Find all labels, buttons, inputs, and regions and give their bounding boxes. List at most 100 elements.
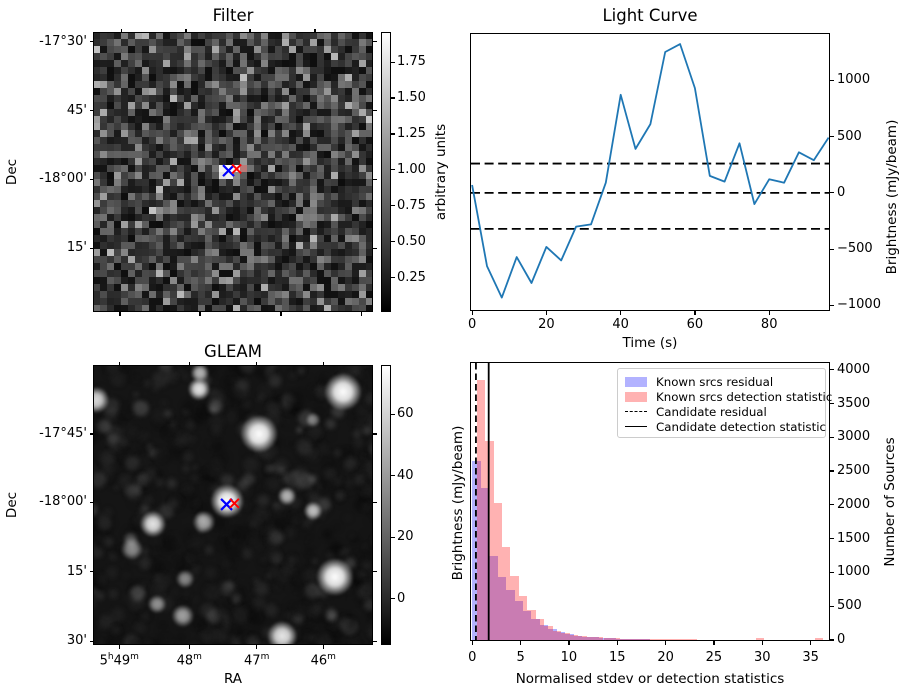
histogram-xtick <box>616 641 618 645</box>
hist-bar-detection <box>654 638 663 640</box>
tick-mark <box>361 312 363 316</box>
hist-bar-residual <box>514 601 523 640</box>
legend-label: Known srcs residual <box>656 374 774 389</box>
filter-dec-tick-label: -18°00' <box>39 171 87 187</box>
light-curve-ytick <box>830 248 834 250</box>
hist-bar-detection <box>603 637 612 640</box>
hist-bar-detection <box>476 379 486 640</box>
tick-mark <box>256 645 258 649</box>
filter-axes-frame <box>93 32 373 312</box>
light-curve-ytick <box>830 192 834 194</box>
histogram-ytick <box>830 402 834 405</box>
light-curve-xtick <box>545 311 547 315</box>
legend-swatch-patch-pink <box>625 391 647 402</box>
gleam-ra-tick-label: 46m <box>310 652 336 669</box>
tick-mark <box>322 645 324 649</box>
histogram-xtick-label: 10 <box>560 650 578 665</box>
histogram-ytick <box>830 605 834 607</box>
histogram-ytick <box>830 470 834 472</box>
histogram-xtick <box>713 641 715 645</box>
light-curve-ytick-label: −500 <box>837 241 873 257</box>
hist-bar-detection <box>493 503 502 640</box>
hist-bar-detection <box>527 609 536 640</box>
hist-bar-detection <box>544 626 553 640</box>
filter-colorbar-tick-label: 1.50 <box>397 90 426 106</box>
gleam-ra-tick-label: 47m <box>244 652 270 669</box>
filter-colorbar-tick-label: 1.75 <box>397 54 426 70</box>
gleam-colorbar-tick-label: 20 <box>397 529 414 545</box>
light-curve-xtick-label: 0 <box>467 317 477 332</box>
tick-mark <box>118 645 120 649</box>
hist-bar-detection <box>688 639 697 640</box>
histogram-ytick <box>830 639 834 641</box>
gleam-ylabel: Dec <box>4 491 20 519</box>
legend-label: Candidate residual <box>656 404 767 419</box>
hist-bar-detection <box>561 633 570 640</box>
tick-mark <box>322 361 324 365</box>
hist-bar-residual <box>632 639 642 640</box>
light-curve-xtick-label: 20 <box>538 317 555 332</box>
hist-bar-residual <box>548 629 557 640</box>
histogram-bars-area <box>471 363 829 640</box>
gleam-dec-tick-label: -18°00' <box>39 494 87 510</box>
histogram-xtick <box>568 641 570 645</box>
tick-mark <box>188 645 190 649</box>
legend-swatch-solid-line <box>625 426 647 427</box>
tick-mark <box>373 247 377 249</box>
histogram-ytick-label: 2000 <box>837 496 871 512</box>
gleam-dec-tick-label: -17°45' <box>39 426 87 441</box>
histogram-xtick <box>810 641 812 645</box>
hist-bar-residual <box>624 638 633 640</box>
filter-colorbar-tick <box>391 241 395 243</box>
hist-bar-residual <box>616 638 625 640</box>
light-curve-xtick <box>620 311 622 315</box>
histogram-xlabel: Normalised stdev or detection statistics <box>515 671 785 687</box>
gleam-dec-tick-label: 15' <box>66 563 87 579</box>
light-curve-ytick <box>830 79 834 81</box>
filter-colorbar <box>381 32 391 312</box>
legend-swatch-dashed-line <box>625 411 647 412</box>
light-curve-title: Light Curve <box>602 6 698 25</box>
tick-mark <box>373 110 377 112</box>
gleam-colorbar <box>381 365 391 645</box>
filter-colorbar-tick-label: 0.50 <box>397 233 426 249</box>
filter-dec-tick-label: -17°30' <box>39 33 87 49</box>
gleam-ra-tick-label: 48m <box>176 652 202 669</box>
hist-bar-residual <box>641 639 650 640</box>
legend-label: Candidate detection statistic <box>656 419 826 434</box>
filter-dec-tick-label: 15' <box>66 240 87 256</box>
hist-bar-detection <box>620 638 629 640</box>
filter-colorbar-tick-label: 1.25 <box>397 125 426 141</box>
tick-mark <box>256 361 258 365</box>
gleam-axes-frame <box>93 365 373 645</box>
histogram-xtick-label: 25 <box>705 650 723 665</box>
histogram-ytick-label: 1000 <box>837 564 871 580</box>
hist-bar-detection <box>814 638 824 640</box>
gleam-colorbar-tick-label: 0 <box>397 590 406 606</box>
histogram-ytick <box>830 538 834 540</box>
tick-mark <box>89 110 93 112</box>
gleam-dec-tick-label: 30' <box>66 633 87 649</box>
hist-bar-residual <box>489 555 498 640</box>
filter-title: Filter <box>212 6 254 25</box>
filter-colorbar-tick-label: 1.00 <box>397 161 426 177</box>
hist-bar-residual <box>607 638 617 640</box>
hist-bar-residual <box>599 637 608 640</box>
light-curve-xtick-label: 40 <box>612 317 629 332</box>
gleam-colorbar-tick <box>391 475 395 477</box>
filter-colorbar-tick <box>391 169 395 171</box>
histogram-xtick-label: 15 <box>608 650 626 665</box>
tick-mark <box>89 571 93 573</box>
histogram-ylabel: Number of Sources <box>882 437 898 567</box>
tick-mark <box>188 361 190 365</box>
tick-mark <box>89 433 93 435</box>
histogram-xtick-label: 30 <box>754 650 771 665</box>
hist-bar-detection <box>679 639 689 640</box>
gleam-ra-tick-label: 5h49m <box>99 652 139 669</box>
tick-mark <box>373 41 377 43</box>
histogram-xtick-label: 5 <box>516 650 525 665</box>
histogram-ytick <box>830 571 834 574</box>
filter-dec-tick-label: 45' <box>66 102 87 118</box>
gleam-colorbar-tick <box>391 598 395 600</box>
hist-bar-detection <box>578 636 587 640</box>
